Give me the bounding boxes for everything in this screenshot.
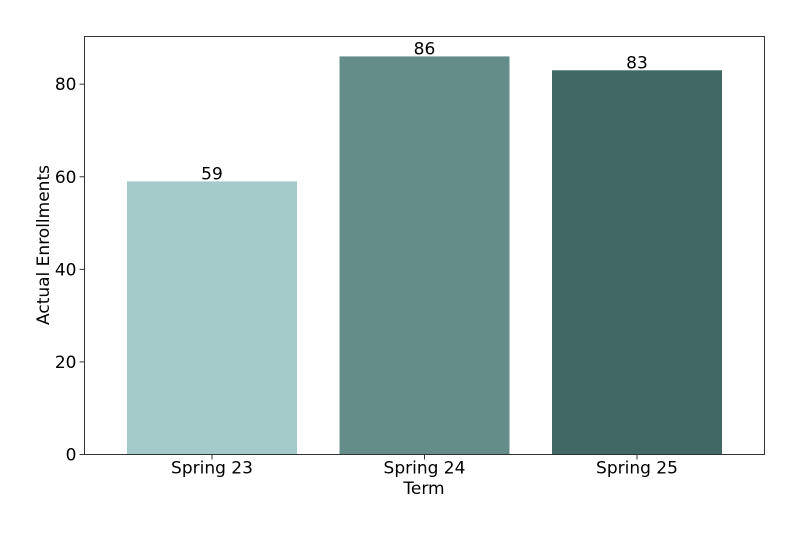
bars-group	[127, 56, 722, 455]
x-tick-label: Spring 25	[596, 459, 678, 479]
y-tick-label: 60	[55, 168, 77, 188]
y-tick-label: 80	[55, 75, 77, 95]
x-tick-label: Spring 23	[171, 459, 253, 479]
y-tick-label: 20	[55, 353, 77, 373]
y-tick-label: 40	[55, 260, 77, 280]
ticks-group: Spring 23 Spring 24 Spring 25 0 20 40 60 80	[55, 75, 678, 478]
data-label: 59	[201, 164, 223, 184]
bar-spring-25	[552, 70, 722, 455]
y-axis-label: Actual Enrollments	[34, 165, 54, 325]
x-axis-label: Term	[402, 479, 444, 499]
data-label: 83	[626, 53, 648, 73]
bar-spring-24	[339, 56, 510, 455]
plot-frame	[84, 36, 765, 455]
y-tick-label: 0	[66, 446, 77, 466]
data-labels-group: 59 86 83	[201, 39, 648, 184]
data-label: 86	[414, 39, 436, 59]
x-tick-label: Spring 24	[384, 459, 466, 479]
bar-spring-23	[127, 181, 297, 455]
